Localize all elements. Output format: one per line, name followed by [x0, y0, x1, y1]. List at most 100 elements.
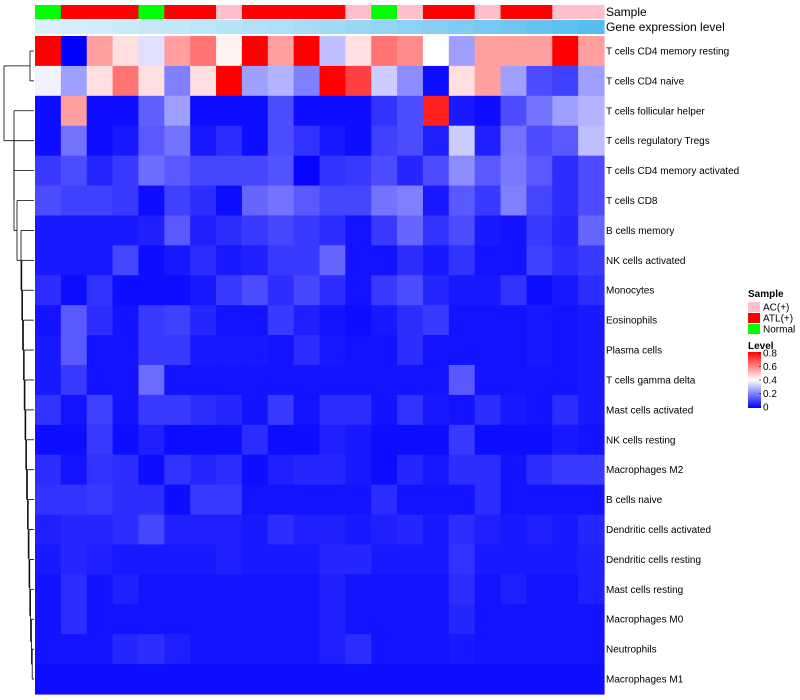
- expression-annotation-cell: [112, 20, 140, 34]
- sample-annotation-cell: [474, 5, 502, 19]
- heatmap-cell: [526, 36, 553, 67]
- heatmap-cell: [86, 275, 114, 306]
- heatmap-cell: [578, 245, 605, 276]
- row-label: T cells CD8: [606, 196, 658, 207]
- heatmap-cell: [164, 335, 191, 366]
- heatmap-cell: [190, 65, 217, 97]
- heatmap-cell: [500, 574, 528, 605]
- expression-annotation-cell: [397, 20, 424, 34]
- heatmap-cell: [500, 95, 528, 127]
- heatmap-cell: [35, 664, 62, 695]
- heatmap-cell: [267, 514, 295, 546]
- heatmap-cell: [345, 335, 372, 366]
- heatmap-cell: [500, 215, 528, 246]
- heatmap-cell: [319, 544, 346, 575]
- heatmap-cell: [474, 125, 502, 157]
- expression-annotation-cell: [216, 20, 243, 34]
- heatmap-cell: [448, 634, 476, 665]
- heatmap-cell: [86, 514, 114, 546]
- heatmap-cell: [319, 574, 346, 605]
- heatmap-cell: [397, 335, 424, 366]
- heatmap-cell: [138, 185, 165, 217]
- heatmap-cell: [267, 185, 295, 217]
- heatmap-cell: [164, 155, 191, 187]
- heatmap-cell: [267, 634, 295, 665]
- heatmap-cell: [552, 335, 579, 366]
- heatmap-cell: [35, 335, 62, 366]
- heatmap-cell: [552, 574, 579, 605]
- row-label: T cells regulatory Tregs: [606, 136, 710, 147]
- heatmap-cell: [86, 36, 114, 67]
- heatmap-cell: [86, 484, 114, 516]
- heatmap-cell: [267, 245, 295, 276]
- heatmap-cell: [474, 215, 502, 246]
- heatmap-cell: [526, 335, 553, 366]
- heatmap-cell: [500, 394, 528, 426]
- heatmap-cell: [190, 245, 217, 276]
- heatmap-cell: [216, 634, 243, 665]
- heatmap-cell: [345, 604, 372, 635]
- heatmap-cell: [60, 215, 88, 246]
- heatmap-cell: [371, 544, 398, 575]
- heatmap-cell: [86, 394, 114, 426]
- heatmap-cell: [526, 394, 553, 426]
- heatmap-cell: [578, 424, 605, 456]
- heatmap-cell: [578, 544, 605, 575]
- sample-annotation-cell: [112, 5, 140, 19]
- heatmap-cell: [474, 305, 502, 336]
- heatmap-cell: [35, 215, 62, 246]
- heatmap-cell: [397, 365, 424, 396]
- heatmap-cell: [164, 574, 191, 605]
- legend-item-label: ATL(+): [763, 314, 793, 325]
- heatmap-cell: [578, 394, 605, 426]
- row-label: Macrophages M1: [606, 675, 684, 686]
- heatmap-cell: [448, 125, 476, 157]
- legend-item-label: AC(+): [763, 303, 789, 314]
- heatmap-cell: [526, 604, 553, 635]
- heatmap-cell: [448, 604, 476, 635]
- heatmap-cell: [293, 454, 321, 486]
- heatmap-cell: [190, 574, 217, 605]
- heatmap-cell: [474, 155, 502, 187]
- heatmap-cell: [552, 634, 579, 665]
- heatmap-cell: [552, 484, 579, 516]
- heatmap-cell: [35, 155, 62, 187]
- heatmap-cell: [241, 215, 269, 246]
- heatmap-cell: [448, 365, 476, 396]
- heatmap-cell: [267, 604, 295, 635]
- heatmap-cell: [86, 574, 114, 605]
- heatmap-cell: [60, 664, 88, 695]
- heatmap-cell: [448, 65, 476, 97]
- heatmap-cell: [86, 185, 114, 217]
- heatmap-cell: [474, 65, 502, 97]
- heatmap-cell: [526, 634, 553, 665]
- heatmap-cell: [397, 604, 424, 635]
- heatmap-cell: [422, 305, 450, 336]
- heatmap-cell: [293, 36, 321, 67]
- heatmap-cell: [422, 36, 450, 67]
- heatmap-cell: [138, 335, 165, 366]
- expression-annotation-cell: [60, 20, 88, 34]
- heatmap-cell: [422, 604, 450, 635]
- heatmap-cell: [371, 574, 398, 605]
- heatmap-cell: [190, 275, 217, 306]
- heatmap-cell: [500, 514, 528, 546]
- heatmap-cell: [500, 664, 528, 695]
- heatmap-cell: [241, 634, 269, 665]
- heatmap-cell: [422, 335, 450, 366]
- expression-annotation-cell: [190, 20, 217, 34]
- heatmap-cell: [112, 394, 140, 426]
- heatmap-cell: [86, 604, 114, 635]
- heatmap-cell: [500, 275, 528, 306]
- heatmap-cell: [397, 155, 424, 187]
- heatmap-cell: [60, 275, 88, 306]
- heatmap-cell: [552, 604, 579, 635]
- heatmap-cell: [345, 125, 372, 157]
- heatmap-cell: [397, 454, 424, 486]
- heatmap-cell: [371, 155, 398, 187]
- heatmap-cell: [345, 514, 372, 546]
- heatmap-cell: [190, 634, 217, 665]
- legend-swatch: [748, 302, 760, 312]
- heatmap-cell: [112, 155, 140, 187]
- heatmap-cell: [578, 155, 605, 187]
